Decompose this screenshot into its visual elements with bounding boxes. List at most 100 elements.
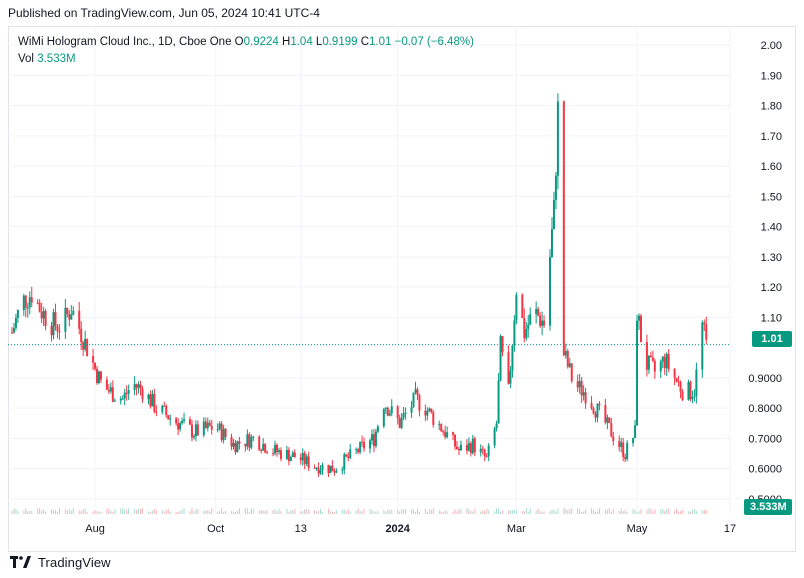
- candle-body: [465, 444, 468, 451]
- volume-bar: [86, 511, 88, 514]
- volume-bar: [486, 508, 488, 514]
- candle-body: [705, 324, 708, 340]
- candle-body: [111, 387, 114, 402]
- volume-bar: [357, 508, 359, 514]
- volume-bar: [484, 510, 486, 514]
- candle-body: [458, 449, 461, 451]
- y-tick-label: 1.90: [761, 70, 782, 82]
- candles: [10, 93, 708, 478]
- volume-bar: [94, 510, 96, 514]
- volume-bar: [687, 511, 689, 514]
- published-caption: Published on TradingView.com, Jun 05, 20…: [8, 6, 320, 20]
- volume-bar: [147, 511, 149, 514]
- candle-body: [333, 471, 336, 473]
- candle-body: [105, 379, 108, 390]
- volume-bar: [371, 509, 373, 514]
- candle-body: [135, 384, 138, 388]
- volume-bar: [543, 511, 545, 514]
- candle-body: [64, 307, 67, 332]
- volume-bar: [498, 508, 500, 514]
- candle-body: [359, 441, 362, 453]
- volume-bar: [676, 508, 678, 514]
- candle-body: [155, 411, 158, 413]
- candle-body: [608, 417, 611, 424]
- volume-row: Vol 3.533M: [18, 51, 474, 68]
- price-chart[interactable]: 2.00 1.90 1.80 1.70 1.60 1.50 1.40 1.30 1.20 1.10…: [8, 26, 796, 552]
- volume-bar: [151, 510, 153, 514]
- candle-body: [665, 353, 668, 369]
- candle-body: [287, 449, 290, 462]
- volume-bar: [411, 509, 413, 514]
- volume-bar: [470, 510, 472, 514]
- volume-bar: [45, 511, 47, 514]
- candle-body: [638, 315, 641, 321]
- volume-bar: [246, 508, 248, 514]
- y-tick-label: 0.9000: [748, 373, 782, 385]
- volume-bar: [391, 509, 393, 514]
- volume-bar: [691, 509, 693, 514]
- volume-bar: [640, 509, 642, 514]
- volume-bar: [591, 508, 593, 514]
- volume-bar: [320, 509, 322, 514]
- volume-bar: [233, 511, 235, 514]
- candle-body: [113, 400, 116, 402]
- candle-body: [592, 408, 595, 414]
- x-tick-label: May: [627, 523, 648, 535]
- volume-bar: [274, 509, 276, 514]
- candle-body: [479, 448, 482, 453]
- volume-bar: [195, 509, 197, 514]
- candle-body: [515, 294, 518, 321]
- close-value: 1.01: [369, 36, 392, 48]
- candle-body: [622, 442, 625, 458]
- candle-body: [507, 352, 510, 384]
- volume-bar: [177, 511, 179, 514]
- candle-body: [624, 457, 627, 460]
- candle-body: [582, 392, 585, 396]
- candle-body: [36, 302, 39, 304]
- volume-bar: [92, 511, 94, 514]
- candle-body: [86, 338, 89, 357]
- candle-body: [469, 443, 472, 454]
- volume-bar: [430, 509, 432, 514]
- candle-body: [647, 355, 650, 370]
- volume-bar: [52, 510, 54, 514]
- footer[interactable]: TradingView: [10, 553, 111, 571]
- candle-body: [661, 356, 664, 362]
- chart-legend: WiMi Hologram Cloud Inc., 1D, Cboe One O…: [18, 34, 474, 68]
- candle-body: [266, 452, 269, 454]
- volume-bar: [248, 511, 250, 514]
- y-tick-label: 1.70: [761, 131, 782, 143]
- candle-body: [509, 371, 512, 384]
- volume-bar: [460, 509, 462, 514]
- volume-bar: [306, 508, 308, 514]
- volume-bar: [537, 508, 539, 514]
- candle-body: [590, 403, 593, 409]
- volume-bar: [13, 508, 15, 514]
- volume-bar: [134, 508, 136, 514]
- brand-name: TradingView: [38, 554, 111, 570]
- candle-body: [396, 406, 399, 419]
- volume-bar: [234, 511, 236, 514]
- volume-bar: [387, 509, 389, 514]
- candle-body: [96, 368, 99, 383]
- volume-bar: [211, 508, 213, 514]
- candle-body: [349, 449, 352, 458]
- candle-body: [16, 310, 19, 319]
- candle-body: [42, 310, 45, 319]
- volume-bar: [280, 511, 282, 514]
- candle-body: [40, 311, 43, 319]
- volume-bar: [25, 508, 27, 514]
- candle-body: [501, 336, 504, 353]
- volume-bar: [557, 508, 559, 514]
- candle-body: [285, 449, 288, 459]
- candle-body: [376, 426, 379, 432]
- candle-body: [99, 371, 102, 380]
- volume-bar: [620, 508, 622, 514]
- candle-body: [511, 345, 514, 372]
- volume-bar: [304, 509, 306, 514]
- volume-bar: [428, 508, 430, 514]
- candle-body: [612, 436, 615, 441]
- candle-body: [307, 456, 310, 468]
- candle-body: [127, 390, 130, 394]
- volume-bar: [189, 511, 191, 514]
